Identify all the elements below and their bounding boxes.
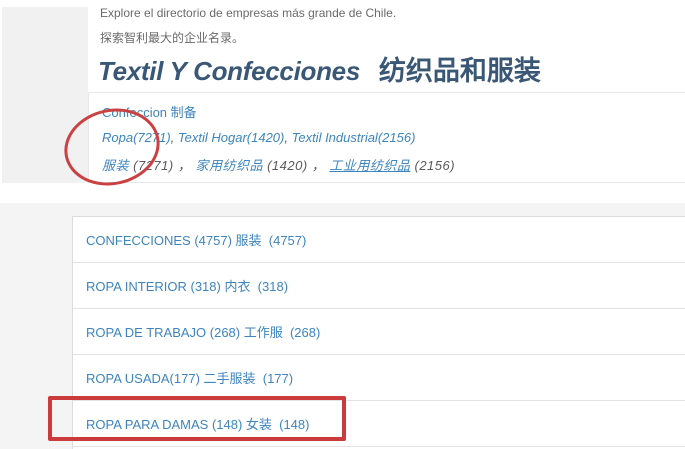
category-link-ropa-de-trabajo[interactable]: ROPA DE TRABAJO (268) 工作服 (268) [86, 325, 321, 340]
count-text: (7271) ， [129, 158, 196, 173]
intro-text-zh: 探索智利最大的企业名录。 [100, 31, 245, 45]
category-row-ropa-de-trabajo: ROPA DE TRABAJO (268) 工作服 (268) [73, 309, 685, 355]
category-row-ropa-usada: ROPA USADA(177) 二手服装 (177) [73, 355, 685, 401]
category-row-ropa-para-damas: ROPA PARA DAMAS (148) 女装 (148) [73, 401, 685, 447]
count-text: (2156) [410, 158, 456, 173]
category-row-ropa-interior: ROPA INTERIOR (318) 内衣 (318) [73, 263, 685, 309]
category-summary-box: Confeccion 制备 Ropa(7271), Textil Hogar(1… [88, 92, 685, 183]
page-title: Textil Y Confecciones 纺织品和服装 [98, 49, 541, 88]
category-link-ropa-usada[interactable]: ROPA USADA(177) 二手服装 (177) [86, 371, 294, 386]
link-ropa[interactable]: Ropa(7271) [102, 130, 171, 145]
category-list-panel: CONFECCIONES (4757) 服装 (4757) ROPA INTER… [72, 216, 685, 449]
intro-text-es: Explore el directorio de empresas más gr… [100, 6, 397, 20]
left-gutter [2, 7, 88, 183]
separator: , [284, 130, 292, 145]
link-textil-industrial[interactable]: Textil Industrial(2156) [291, 130, 416, 145]
category-row-confecciones: CONFECCIONES (4757) 服装 (4757) [73, 217, 685, 263]
page-title-es: Textil Y Confecciones [98, 56, 360, 86]
link-textil-hogar[interactable]: Textil Hogar(1420) [177, 130, 285, 145]
category-link-ropa-interior[interactable]: ROPA INTERIOR (318) 内衣 (318) [86, 279, 289, 294]
subcategory-links-zh: 服装 (7271) ， 家用纺织品 (1420) ， 工业用纺织品 (2156) [102, 155, 685, 174]
link-fuzhuang[interactable]: 服装 [102, 158, 130, 173]
category-title-link[interactable]: Confeccion 制备 [102, 105, 197, 120]
subcategory-links-es: Ropa(7271), Textil Hogar(1420), Textil I… [102, 130, 685, 145]
separator: , [170, 130, 178, 145]
page-title-zh: 纺织品和服装 [378, 56, 541, 86]
category-link-confecciones[interactable]: CONFECCIONES (4757) 服装 (4757) [86, 233, 307, 248]
category-link-ropa-para-damas[interactable]: ROPA PARA DAMAS (148) 女装 (148) [86, 417, 310, 432]
link-gongyeyong-fangzhipin[interactable]: 工业用纺织品 [329, 158, 411, 173]
link-jiayong-fangzhipin[interactable]: 家用纺织品 [195, 158, 263, 173]
count-text: (1420) ， [262, 158, 330, 173]
